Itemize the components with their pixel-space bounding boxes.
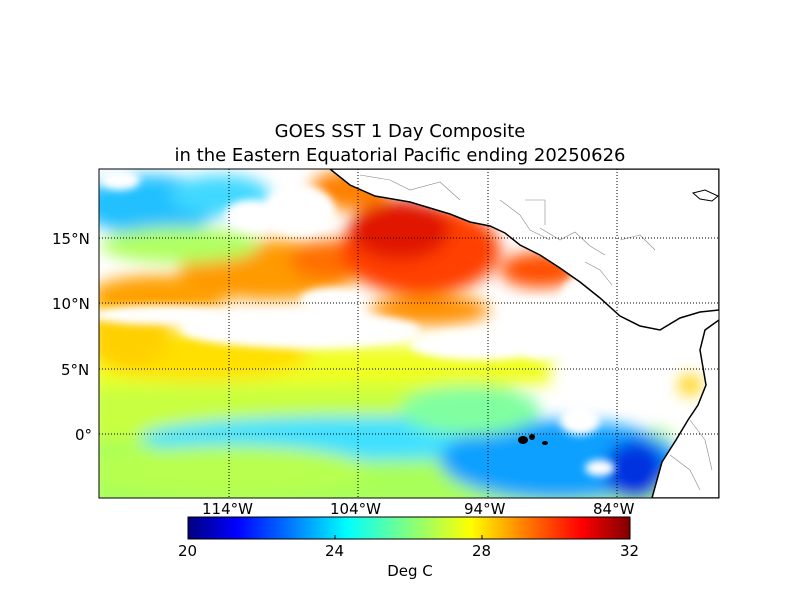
land-north (328, 169, 719, 331)
colorbar-label: Deg C (387, 562, 433, 580)
colorbar (187, 516, 631, 540)
colorbar-tick-24: 24 (325, 542, 345, 560)
caribbean-island (691, 189, 719, 202)
land-south (651, 319, 719, 498)
chart-title-line2: in the Eastern Equatorial Pacific ending… (174, 145, 626, 166)
galapagos-islands (518, 434, 548, 445)
lat-label-10n: 10°N (52, 295, 90, 313)
map-frame (98, 168, 720, 499)
colorbar-tick-20: 20 (178, 542, 198, 560)
lon-label-94w: 94°W (464, 500, 506, 518)
gridlines (99, 169, 719, 498)
colorbar-tick-28: 28 (472, 542, 492, 560)
colorbar-ticks (334, 535, 483, 539)
sst-field (99, 169, 719, 498)
lon-label-84w: 84°W (593, 500, 635, 518)
lon-label-104w: 104°W (330, 500, 381, 518)
lat-label-15n: 15°N (52, 230, 90, 248)
colorbar-tick-32: 32 (620, 542, 640, 560)
lon-label-114w: 114°W (202, 500, 253, 518)
chart-title-line1: GOES SST 1 Day Composite (274, 121, 526, 142)
lat-label-0: 0° (75, 426, 93, 444)
lat-label-5n: 5°N (61, 361, 90, 379)
country-borders (359, 174, 713, 491)
